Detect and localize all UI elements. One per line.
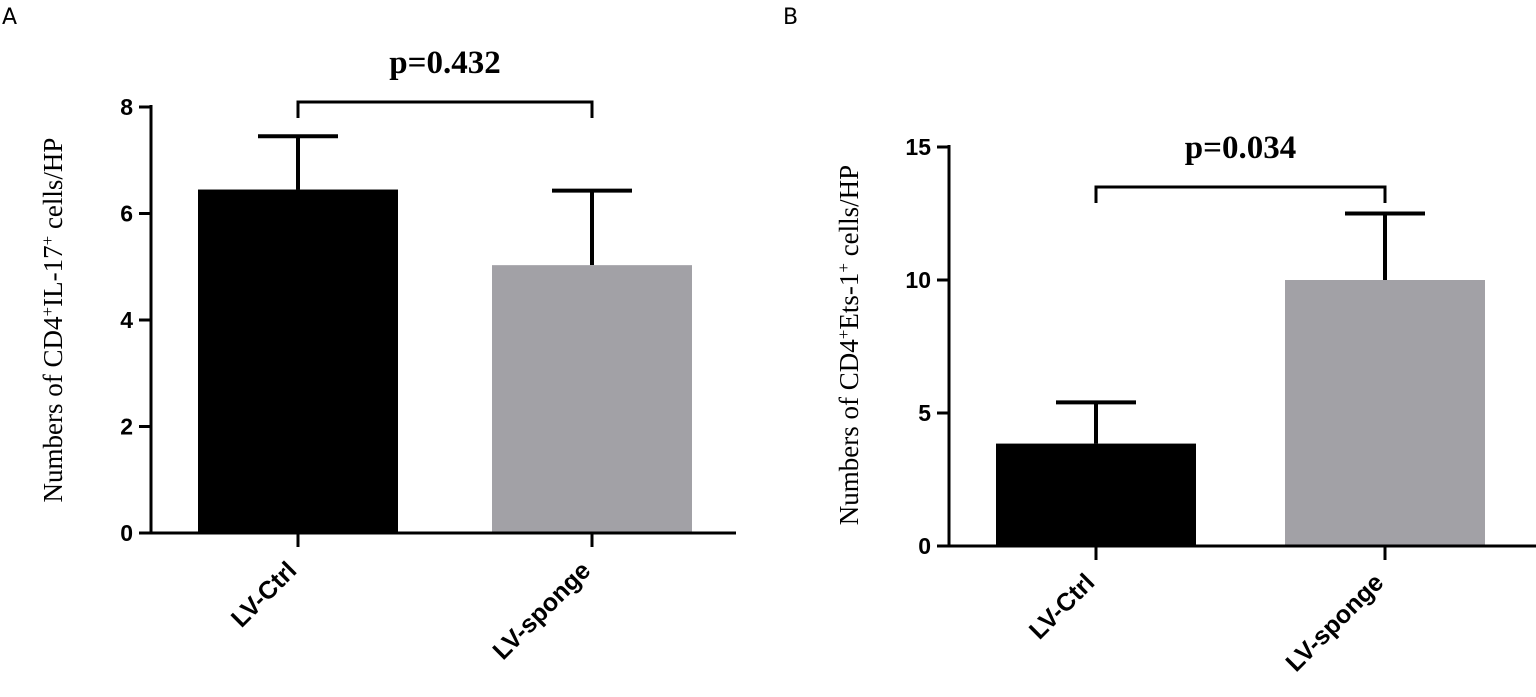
y-tick-label: 10 [905,267,931,293]
y-axis-label: Numbers of CD4+Ets-1+ cells/HP [834,165,865,525]
y-tick-label: 2 [120,414,133,440]
bar [1285,280,1485,545]
y-tick-label: 4 [120,307,133,333]
y-tick-label: 5 [918,400,931,426]
y-tick-label: 15 [905,134,931,160]
bar [492,265,692,532]
p-value-annotation: p=0.034 [1185,130,1296,166]
panel-label: B [783,5,798,30]
y-tick-label: 6 [120,201,133,227]
y-tick-label: 0 [120,520,133,546]
panel-b: B 0 5 10 15 LV-Ctrl LV-sponge p=0.034 Numbers of… [783,5,1536,677]
x-tick-label: LV-sponge [487,556,596,665]
y-tick-label: 8 [120,94,133,120]
bar [198,189,398,532]
y-tick-label: 0 [918,533,931,559]
x-tick-label: LV-Ctrl [226,556,302,632]
x-tick-label: LV-sponge [1280,568,1389,677]
bar [996,443,1196,545]
significance-bracket [296,100,594,118]
panel-a: A 0 2 4 6 8 LV-Ctrl LV-sponge p=0.432 Numbers of … [2,5,736,665]
x-tick-label: LV-Ctrl [1024,568,1100,644]
significance-bracket [1094,185,1387,203]
p-value-annotation: p=0.432 [389,45,500,81]
panel-label: A [2,5,17,30]
y-axis-label: Numbers of CD4+IL-17+ cells/HP [38,138,69,503]
